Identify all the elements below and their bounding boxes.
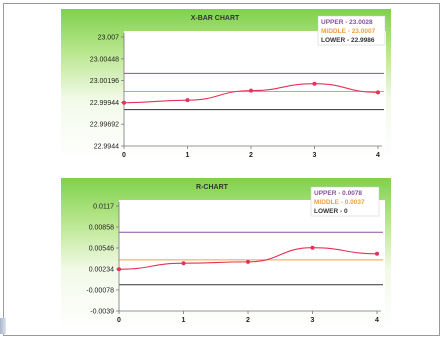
- r-legend-box: [310, 186, 380, 217]
- r-data-point: [117, 267, 121, 272]
- xbar-data-point: [122, 100, 126, 105]
- xbar-legend-entry: MIDDLE - 23.0007: [321, 28, 376, 35]
- xbar-chart: X-BAR CHART UPPER - 23.0028 MIDDLE - 23.00…: [90, 15, 386, 159]
- r-x-tick-label: 3: [311, 317, 315, 324]
- xbar-y-tick-label: 22.99692: [90, 122, 119, 129]
- r-plot-area: [119, 200, 385, 311]
- r-y-tick-label: 0.00546: [89, 246, 114, 253]
- xbar-x-tick-label: 3: [313, 152, 317, 159]
- xbar-y-tick-label: 23.00448: [90, 56, 119, 63]
- xbar-x-tick-label: 2: [249, 152, 253, 159]
- r-y-tick-label: 0.00234: [89, 267, 114, 274]
- r-x-tick-label: 0: [117, 317, 121, 324]
- r-chart-panel: R-CHART UPPER - 0.0078 MIDDLE - 0.0037 LOWE…: [61, 178, 391, 331]
- r-data-point: [181, 261, 186, 266]
- xbar-legend-box: [317, 15, 386, 46]
- r-x-tick-label: 4: [375, 317, 379, 324]
- xbar-data-point: [185, 98, 190, 103]
- r-title: R-CHART: [196, 184, 229, 191]
- xbar-legend-entry: UPPER - 23.0028: [321, 19, 373, 26]
- r-y-tick-label: -0.00078: [86, 288, 114, 295]
- r-x-tick-label: 2: [246, 317, 250, 324]
- r-data-point: [375, 251, 379, 256]
- r-x-tick-label: 1: [182, 317, 186, 324]
- r-y-tick-label: 0.0117: [93, 204, 114, 211]
- r-legend-entry: MIDDLE - 0.0037: [314, 199, 365, 206]
- xbar-y-tick-label: 22.9944: [94, 144, 119, 151]
- xbar-legend-entry: LOWER - 22.9986: [321, 37, 375, 44]
- r-chart: R-CHART UPPER - 0.0078 MIDDLE - 0.0037 LOWE…: [86, 184, 385, 324]
- xbar-x-tick-label: 0: [122, 152, 126, 159]
- xbar-x-tick-label: 4: [376, 152, 380, 159]
- xbar-data-point: [312, 81, 317, 86]
- r-legend-entry: UPPER - 0.0078: [314, 190, 362, 197]
- xbar-data-point: [249, 88, 253, 93]
- xbar-title: X-BAR CHART: [191, 15, 240, 22]
- r-legend-entry: LOWER - 0: [314, 208, 348, 215]
- r-data-point: [246, 259, 250, 264]
- xbar-y-tick-label: 23.007: [98, 35, 120, 42]
- xbar-y-tick-label: 23.00196: [90, 78, 119, 85]
- xbar-plot-area: [124, 31, 386, 146]
- xbar-y-tick-label: 22.99944: [90, 100, 119, 107]
- xbar-chart-panel: X-BAR CHART UPPER - 23.0028 MIDDLE - 23.00…: [61, 9, 391, 159]
- xbar-data-point: [376, 90, 380, 95]
- scroll-edge: [0, 318, 6, 334]
- r-data-point: [310, 245, 315, 250]
- r-y-tick-label: 0.00858: [89, 225, 114, 232]
- r-y-tick-label: -0.0039: [90, 309, 114, 316]
- xbar-x-tick-label: 1: [186, 152, 190, 159]
